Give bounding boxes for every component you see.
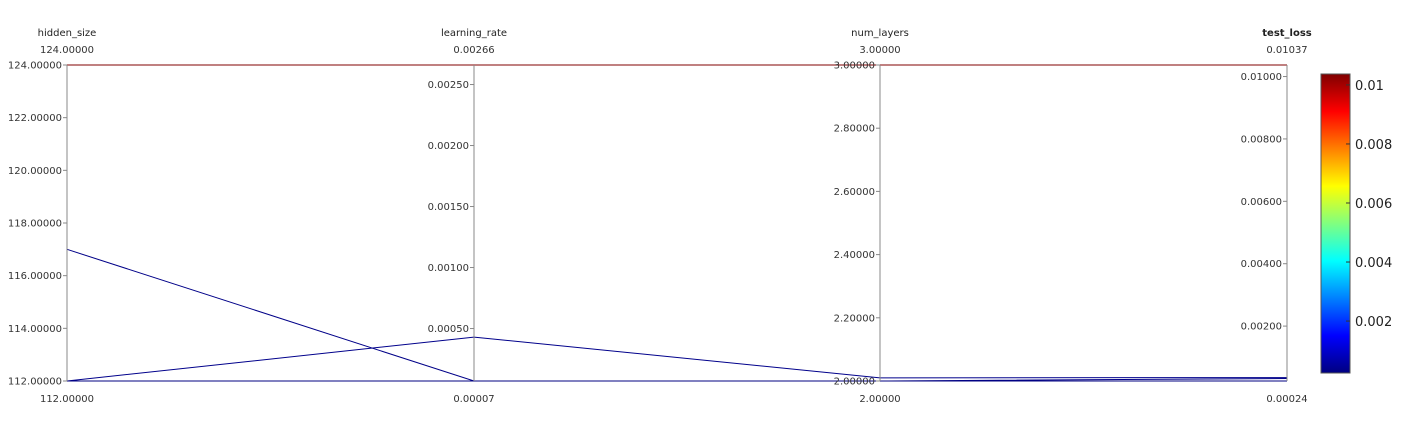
axis-tick-label: 124.00000 — [8, 61, 62, 72]
axis-tick-label: 2.00000 — [834, 377, 875, 388]
axis-tick-label: 0.00150 — [428, 202, 469, 213]
data-lines-layer — [66, 64, 1288, 382]
axis-range-bottom-label: 0.00007 — [453, 394, 494, 405]
axis-tick-label: 3.00000 — [834, 61, 875, 72]
axis-range-bottom-label: 2.00000 — [859, 394, 900, 405]
axis-tick-label: 0.00400 — [1241, 259, 1282, 270]
axis-tick-label: 2.80000 — [834, 124, 875, 135]
axis-tick-label: 0.01000 — [1241, 72, 1282, 83]
colorbar-tick-label: 0.01 — [1355, 79, 1384, 94]
colorbar: 0.002 0.004 0.006 0.008 0.01 — [1320, 73, 1392, 374]
axis-range-bottom-label: 0.00024 — [1266, 394, 1307, 405]
data-line-2 — [66, 336, 1288, 382]
axis-tick-label: 0.00100 — [428, 263, 469, 274]
colorbar-gradient — [1320, 73, 1351, 374]
axis-range-top-label: 0.00266 — [453, 45, 494, 56]
colorbar-tick-label: 0.004 — [1355, 256, 1392, 271]
axis-range-top-label: 3.00000 — [859, 45, 900, 56]
axis-tick-label: 2.20000 — [834, 313, 875, 324]
axis-num_layers[interactable]: num_layers 3.00000 2.00000 3.00000 2.80000 2.… — [834, 28, 909, 405]
axis-tick-label: 120.00000 — [8, 166, 62, 177]
axis-tick-label: 112.00000 — [8, 377, 62, 388]
axis-tick-label: 0.00200 — [428, 141, 469, 152]
axis-tick-label: 0.00600 — [1241, 197, 1282, 208]
axis-tick-label: 118.00000 — [8, 219, 62, 230]
axis-title: num_layers — [851, 28, 909, 39]
axis-test_loss[interactable]: test_loss 0.01037 0.00024 0.01000 0.00800 0.0… — [1241, 28, 1312, 405]
axis-tick-label: 2.60000 — [834, 187, 875, 198]
colorbar-tick-label: 0.008 — [1355, 138, 1392, 153]
axis-tick-label: 0.00050 — [428, 324, 469, 335]
axis-tick-label: 114.00000 — [8, 324, 62, 335]
axis-title: hidden_size — [38, 28, 97, 39]
axes-layer: hidden_size 124.00000 112.00000 124.00000 12… — [8, 28, 1312, 405]
axis-range-top-label: 0.01037 — [1266, 45, 1307, 56]
axis-range-top-label: 124.00000 — [40, 45, 94, 56]
axis-tick-label: 116.00000 — [8, 271, 62, 282]
axis-hidden_size[interactable]: hidden_size 124.00000 112.00000 124.00000 12… — [8, 28, 96, 405]
colorbar-tick-label: 0.002 — [1355, 315, 1392, 330]
colorbar-tick-label: 0.006 — [1355, 197, 1392, 212]
axis-tick-label: 0.00800 — [1241, 134, 1282, 145]
axis-tick-label: 0.00200 — [1241, 322, 1282, 333]
axis-tick-label: 2.40000 — [834, 250, 875, 261]
axis-tick-label: 122.00000 — [8, 113, 62, 124]
axis-title: learning_rate — [441, 28, 507, 39]
axis-tick-label: 0.00250 — [428, 80, 469, 91]
axis-learning_rate[interactable]: learning_rate 0.00266 0.00007 0.00250 0.0020… — [428, 28, 507, 405]
axis-range-bottom-label: 112.00000 — [40, 394, 94, 405]
axis-title: test_loss — [1262, 28, 1312, 39]
